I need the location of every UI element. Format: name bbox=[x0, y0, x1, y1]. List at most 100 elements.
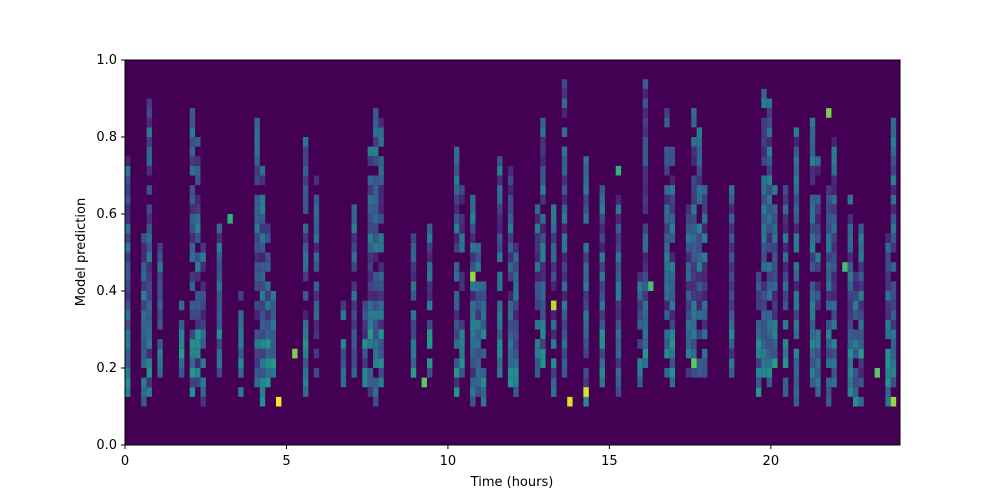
heatmap-cell bbox=[426, 252, 433, 263]
heatmap-cell bbox=[551, 358, 557, 369]
heatmap-cell bbox=[847, 281, 854, 292]
heatmap-cell bbox=[691, 310, 697, 320]
heatmap-cell bbox=[426, 368, 433, 378]
heatmap-cell bbox=[615, 377, 622, 388]
heatmap-cell bbox=[259, 396, 266, 407]
heatmap-cell bbox=[378, 194, 384, 205]
heatmap-cell bbox=[426, 358, 433, 369]
heatmap-cell bbox=[685, 329, 692, 340]
heatmap-cell bbox=[664, 185, 670, 195]
heatmap-cell bbox=[669, 156, 676, 166]
heatmap-cell bbox=[189, 377, 196, 388]
heatmap-cell bbox=[685, 214, 692, 224]
heatmap-cell bbox=[551, 271, 557, 282]
heatmap-cell bbox=[351, 242, 357, 253]
heatmap-cell bbox=[551, 252, 557, 263]
heatmap-cell bbox=[254, 156, 260, 166]
heatmap-cell bbox=[351, 233, 357, 243]
heatmap-cell bbox=[373, 329, 379, 340]
heatmap-cell bbox=[696, 300, 703, 311]
heatmap-cell bbox=[761, 329, 767, 340]
heatmap-cell bbox=[847, 348, 854, 359]
heatmap-cell bbox=[728, 281, 735, 292]
heatmap-cell bbox=[507, 204, 514, 214]
heatmap-cell bbox=[313, 310, 320, 320]
heatmap-cell bbox=[793, 156, 800, 166]
heatmap-cell bbox=[178, 300, 185, 311]
heatmap-cell bbox=[340, 300, 347, 311]
heatmap-cell bbox=[766, 242, 773, 253]
heatmap-cell bbox=[480, 310, 487, 320]
heatmap-cell bbox=[195, 204, 201, 214]
heatmap-cell bbox=[831, 146, 837, 157]
heatmap-cell bbox=[480, 396, 487, 407]
heatmap-cell bbox=[470, 233, 476, 243]
heatmap-cell bbox=[815, 194, 821, 205]
heatmap-cell bbox=[664, 223, 670, 234]
heatmap-cell bbox=[890, 300, 897, 311]
heatmap-cell bbox=[265, 223, 271, 234]
heatmap-cell bbox=[642, 117, 649, 128]
heatmap-cell bbox=[340, 339, 347, 349]
heatmap-cell bbox=[761, 262, 767, 272]
heatmap-cell bbox=[772, 233, 778, 243]
heatmap-cell bbox=[367, 194, 374, 205]
heatmap-cell bbox=[702, 271, 708, 282]
heatmap-cell bbox=[259, 291, 266, 301]
heatmap-cell bbox=[691, 223, 697, 234]
heatmap-cell bbox=[367, 368, 374, 378]
heatmap-cell bbox=[302, 137, 309, 147]
heatmap-cell bbox=[664, 348, 670, 359]
heatmap-cell bbox=[507, 185, 514, 195]
heatmap-cell bbox=[858, 233, 864, 243]
heatmap-cell bbox=[470, 329, 476, 340]
heatmap-cell bbox=[761, 194, 767, 205]
heatmap-cell bbox=[615, 271, 622, 282]
heatmap-cell bbox=[561, 79, 568, 89]
heatmap-cell bbox=[141, 387, 147, 397]
heatmap-cell bbox=[265, 358, 271, 369]
heatmap-cell bbox=[378, 271, 384, 282]
heatmap-cell bbox=[534, 262, 541, 272]
heatmap-cell bbox=[772, 242, 778, 253]
heatmap-cell bbox=[755, 300, 762, 311]
heatmap-cell bbox=[313, 242, 320, 253]
heatmap-cell bbox=[378, 291, 384, 301]
heatmap-cell bbox=[146, 358, 152, 369]
heatmap-cell bbox=[453, 242, 460, 253]
heatmap-cell bbox=[664, 233, 670, 243]
heatmap-cell bbox=[561, 310, 568, 320]
heatmap-cell bbox=[669, 310, 676, 320]
heatmap-cell bbox=[761, 146, 767, 157]
heatmap-cell bbox=[793, 204, 800, 214]
heatmap-cell bbox=[453, 204, 460, 214]
heatmap-cell bbox=[259, 368, 266, 378]
heatmap-cell bbox=[216, 339, 223, 349]
heatmap-cell bbox=[373, 117, 379, 128]
heatmap-cell bbox=[599, 185, 605, 195]
heatmap-cell bbox=[761, 368, 767, 378]
heatmap-cell bbox=[793, 233, 800, 243]
heatmap-cell bbox=[766, 348, 773, 359]
heatmap-cell bbox=[809, 348, 816, 359]
heatmap-cell bbox=[691, 358, 697, 369]
heatmap-cell bbox=[599, 214, 605, 224]
heatmap-cell bbox=[561, 146, 568, 157]
heatmap-cell bbox=[470, 300, 476, 311]
heatmap-cell bbox=[373, 146, 379, 157]
heatmap-cell bbox=[313, 233, 320, 243]
heatmap-cell bbox=[761, 348, 767, 359]
heatmap-cell bbox=[513, 319, 519, 330]
heatmap-cell bbox=[599, 291, 605, 301]
heatmap-cell bbox=[302, 291, 309, 301]
heatmap-cell bbox=[216, 262, 223, 272]
heatmap-cell bbox=[238, 348, 244, 359]
heatmap-cell bbox=[890, 396, 897, 407]
heatmap-cell bbox=[507, 223, 514, 234]
heatmap-cell bbox=[259, 233, 266, 243]
heatmap-cell bbox=[696, 281, 703, 292]
heatmap-cell bbox=[642, 310, 649, 320]
heatmap-cell bbox=[426, 233, 433, 243]
heatmap-cell bbox=[702, 348, 708, 359]
heatmap-cell bbox=[782, 377, 789, 388]
